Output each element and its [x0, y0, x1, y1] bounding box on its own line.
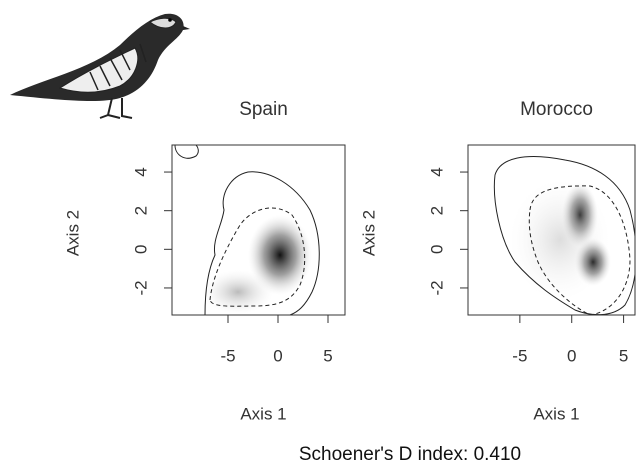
density-surface — [175, 145, 319, 315]
y-tick-label: 2 — [131, 206, 150, 215]
x-tick-label: 0 — [273, 346, 282, 365]
chart-title: Spain — [239, 99, 288, 120]
x-tick-label: 5 — [323, 346, 332, 365]
y-axis-label: Axis 2 — [359, 210, 378, 256]
x-tick-label: -5 — [220, 346, 235, 365]
y-tick-label: 0 — [131, 245, 150, 254]
y-tick-label: 4 — [131, 167, 150, 176]
x-axis-label: Axis 1 — [533, 404, 579, 423]
y-tick-label: 0 — [427, 245, 446, 254]
y-tick-label: -2 — [131, 280, 150, 295]
x-tick-label: -5 — [512, 346, 527, 365]
x-tick-label: 0 — [567, 346, 576, 365]
y-tick-label: 4 — [427, 167, 446, 176]
y-axis-label: Axis 2 — [63, 210, 82, 256]
figure: Spain Axis 1 Axis 2 -5 0 5 -2 0 2 4 Morocco Axis 1 A… — [0, 0, 636, 467]
y-tick-label: -2 — [427, 280, 446, 295]
chart-title: Morocco — [520, 99, 593, 120]
x-axis-label: Axis 1 — [240, 404, 286, 423]
x-tick-label: 5 — [619, 346, 628, 365]
y-tick-label: 2 — [427, 206, 446, 215]
caption: Schoener's D index: 0.410 — [299, 444, 521, 465]
density-surface — [494, 156, 636, 315]
bird-illustration — [10, 14, 190, 118]
